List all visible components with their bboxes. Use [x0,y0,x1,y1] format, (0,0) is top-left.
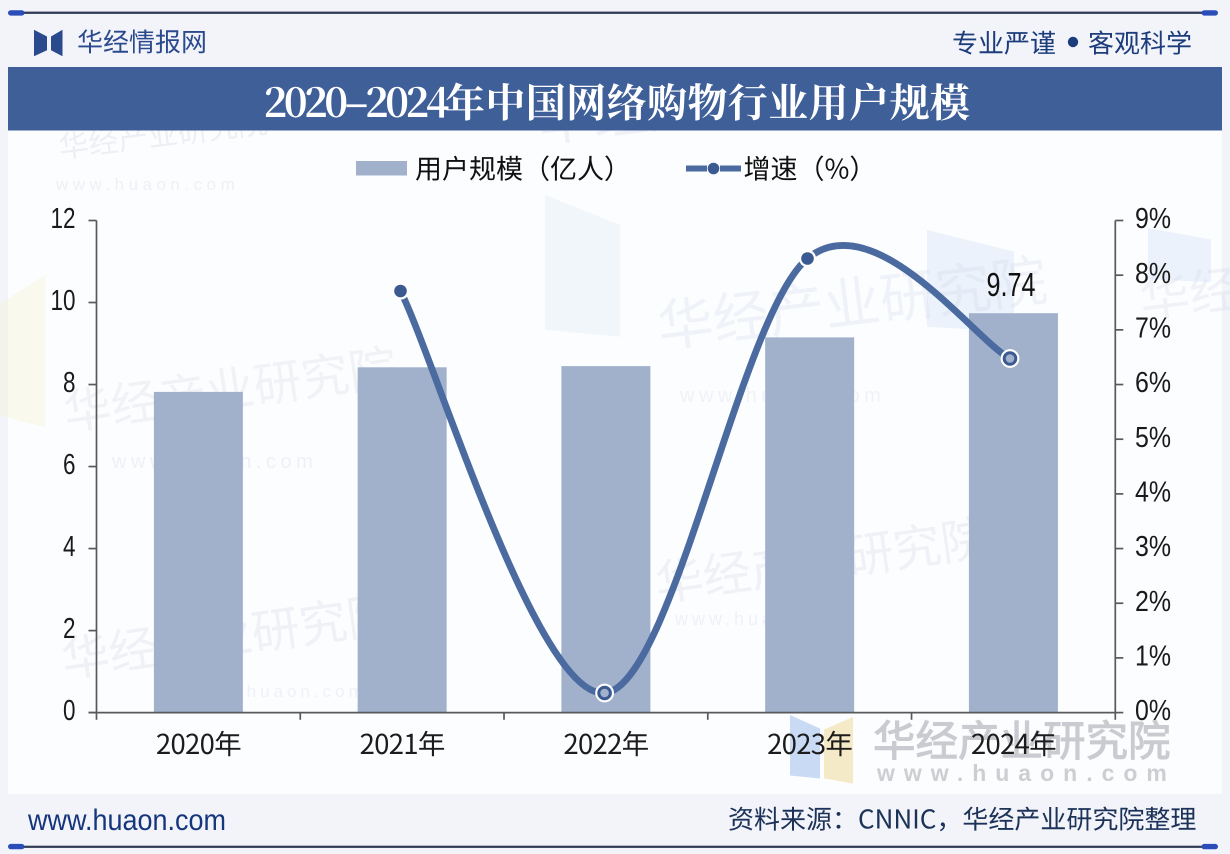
svg-text:2%: 2% [1135,586,1171,618]
svg-text:10: 10 [51,285,76,317]
svg-text:6%: 6% [1135,367,1171,399]
svg-text:4%: 4% [1135,476,1171,508]
svg-text:7%: 7% [1135,312,1171,344]
svg-text:8%: 8% [1135,258,1171,290]
svg-text:www.huaon.com: www.huaon.com [876,760,1176,786]
svg-text:6: 6 [63,449,76,481]
svg-text:9%: 9% [1135,203,1171,235]
svg-text:5%: 5% [1135,422,1171,454]
svg-text:1%: 1% [1135,641,1171,673]
svg-text:12: 12 [51,203,76,235]
svg-text:www.huaon.com: www.huaon.com [27,804,226,837]
svg-text:8: 8 [63,367,76,399]
svg-text:2: 2 [63,613,76,645]
svg-text:9.74: 9.74 [987,266,1036,303]
svg-text:3%: 3% [1135,531,1171,563]
svg-text:www.huaon.com: www.huaon.com [55,175,239,194]
svg-text:0%: 0% [1135,695,1171,727]
svg-text:0: 0 [63,695,76,727]
svg-text:4: 4 [63,531,76,563]
